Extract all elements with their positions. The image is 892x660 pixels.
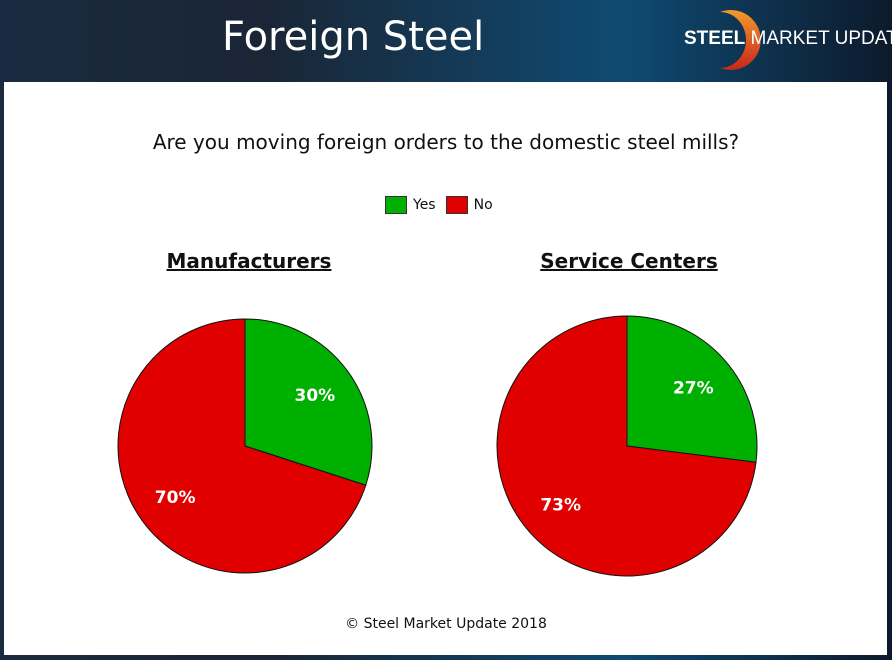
legend-label-yes: Yes [413, 197, 436, 213]
logo-arc-icon [720, 10, 761, 70]
legend-swatch-yes [385, 196, 407, 214]
pie-label-no: 73% [540, 495, 581, 515]
pie-label-yes: 30% [295, 386, 336, 406]
copyright: © Steel Market Update 2018 [345, 616, 547, 632]
pie-title-service-centers: Service Centers [540, 249, 718, 273]
page-title: Foreign Steel [222, 14, 485, 60]
pie-label-no: 70% [155, 488, 196, 508]
legend-label-no: No [473, 197, 493, 213]
pie-slice-yes [244, 318, 373, 486]
logo-market: MARKET [750, 28, 830, 49]
chart-title: Are you moving foreign orders to the dom… [152, 130, 740, 154]
logo-update: UPDATE [834, 28, 892, 49]
pie-label-yes: 27% [673, 379, 714, 399]
legend: Yes No [385, 196, 493, 214]
legend-swatch-no [445, 196, 468, 214]
pie-slice-no [496, 315, 757, 577]
pie-slice-no [117, 318, 367, 574]
pie-slice-yes [626, 315, 758, 463]
logo-steel: STEEL [684, 28, 746, 49]
pie-title-manufacturers: Manufacturers [166, 249, 332, 273]
steel-market-update-logo: STEEL MARKET UPDATE [670, 6, 892, 72]
